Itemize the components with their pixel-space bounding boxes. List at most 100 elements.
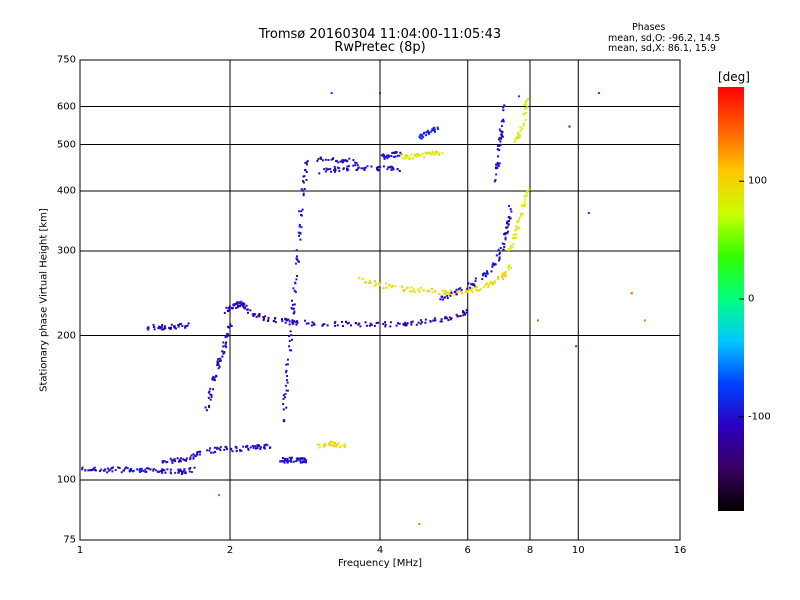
data-point [189, 456, 192, 459]
data-point [506, 230, 509, 233]
data-point [422, 289, 425, 292]
data-point [283, 461, 286, 464]
data-point [406, 322, 409, 325]
data-point [498, 128, 501, 131]
data-point [147, 467, 150, 470]
data-point [417, 288, 420, 291]
data-point [87, 469, 90, 472]
data-point [225, 306, 228, 309]
data-point [183, 459, 186, 462]
data-point [456, 315, 459, 318]
data-point [440, 318, 443, 321]
data-point [376, 168, 379, 171]
data-point [503, 105, 506, 108]
data-point [281, 318, 284, 321]
data-point [501, 276, 504, 279]
data-point [296, 320, 299, 323]
data-point [265, 443, 268, 446]
data-point [427, 133, 430, 136]
data-point [508, 247, 511, 250]
data-point [153, 326, 156, 329]
data-point [161, 471, 164, 474]
data-point [496, 148, 499, 151]
data-point [286, 461, 289, 464]
data-point [147, 328, 150, 331]
data-point [444, 291, 447, 294]
data-point [489, 280, 492, 283]
data-point [339, 446, 342, 449]
y-tick-label: 500 [56, 139, 76, 151]
data-point [253, 313, 256, 316]
data-point [295, 278, 298, 281]
data-point [464, 313, 467, 316]
data-point [394, 155, 397, 158]
data-point [170, 472, 173, 475]
data-point [356, 168, 359, 171]
data-point [163, 326, 166, 329]
data-point [282, 397, 285, 400]
data-point [295, 457, 298, 460]
data-point [258, 315, 261, 318]
data-point [387, 154, 390, 157]
x-tick-label: 4 [376, 545, 384, 556]
data-point [170, 326, 173, 329]
data-point [341, 158, 344, 161]
data-point [399, 151, 402, 154]
data-point [279, 460, 282, 463]
data-point [468, 286, 471, 289]
data-point [378, 282, 381, 285]
data-point [157, 327, 160, 330]
data-point [184, 472, 187, 475]
data-point [298, 225, 301, 228]
data-point [420, 133, 423, 136]
data-point [405, 324, 408, 327]
data-point [189, 467, 192, 470]
data-point [405, 154, 408, 157]
data-point [433, 129, 436, 132]
data-point [486, 282, 489, 285]
data-point [497, 248, 500, 251]
data-point [300, 188, 303, 191]
data-point [521, 212, 524, 215]
data-point [500, 125, 503, 128]
data-point [404, 321, 407, 324]
colorbar-tick-label: 0 [748, 293, 755, 305]
data-point [288, 320, 291, 323]
data-point [281, 457, 284, 460]
data-point [519, 214, 522, 217]
data-point [597, 92, 600, 95]
data-point [303, 457, 306, 460]
data-point [412, 288, 415, 291]
data-point [493, 263, 496, 266]
data-point [336, 166, 339, 169]
data-point [395, 151, 398, 154]
data-point [286, 381, 289, 384]
data-point [340, 444, 343, 447]
data-point [229, 323, 232, 326]
data-point [501, 135, 504, 138]
data-point [517, 95, 520, 98]
data-point [130, 469, 133, 472]
data-point [109, 468, 112, 471]
data-point [142, 469, 145, 472]
data-point [209, 398, 212, 401]
data-point [104, 468, 107, 471]
data-point [282, 394, 285, 397]
data-point [214, 450, 217, 453]
data-point [432, 126, 435, 129]
data-point [483, 272, 486, 275]
data-point [444, 296, 447, 299]
data-point [509, 208, 512, 211]
data-point [245, 445, 248, 448]
data-point [455, 288, 458, 291]
data-point [422, 132, 425, 135]
data-point [224, 344, 227, 347]
data-point [511, 246, 514, 249]
data-point [302, 460, 305, 463]
data-point [508, 217, 511, 220]
data-point [330, 440, 333, 443]
data-point [390, 286, 393, 289]
data-point [329, 167, 332, 170]
data-point [513, 237, 516, 240]
